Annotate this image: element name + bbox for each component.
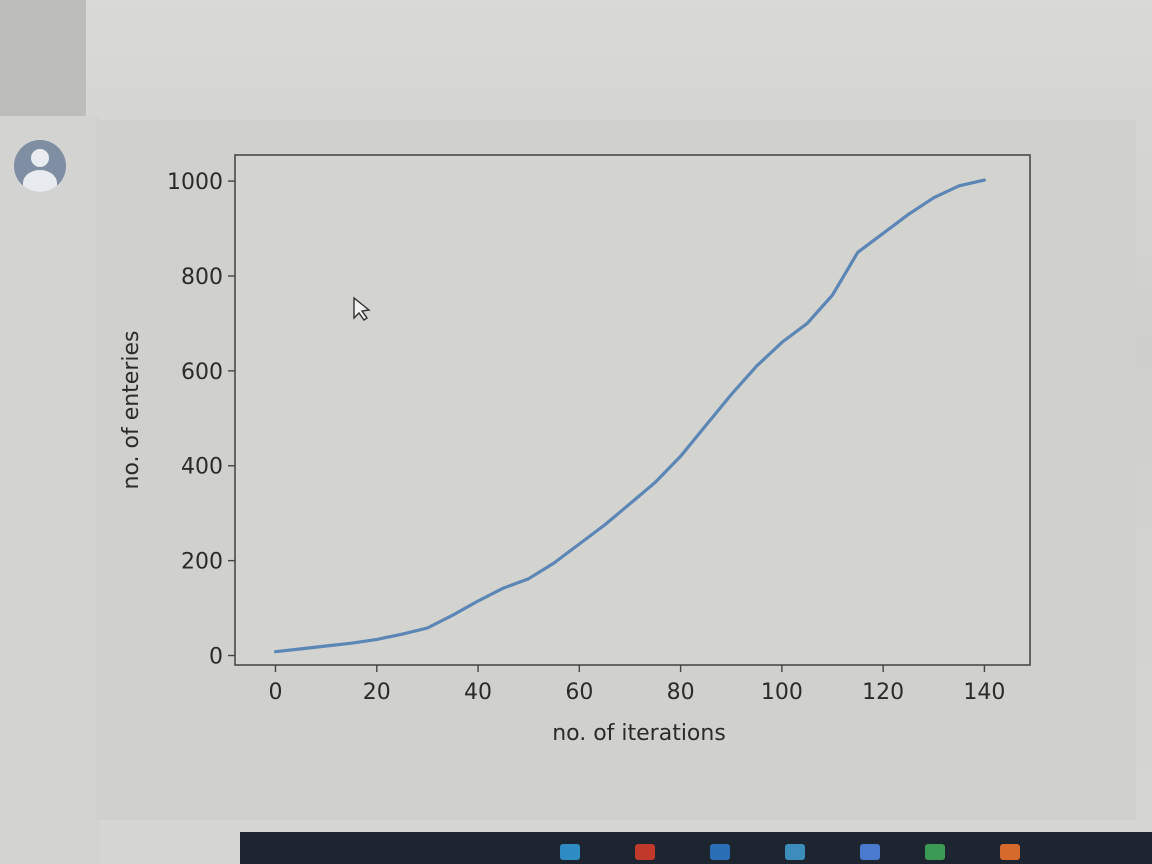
taskbar-app-icon[interactable]: [1000, 844, 1020, 860]
x-tick-label: 40: [464, 680, 492, 705]
taskbar-app-icon[interactable]: [710, 844, 730, 860]
left-sidebar: [0, 116, 100, 864]
taskbar-app-icon[interactable]: [925, 844, 945, 860]
x-tick-label: 20: [363, 680, 391, 705]
series-line: [273, 178, 986, 654]
y-tick-label: 400: [181, 455, 223, 480]
taskbar-app-icon[interactable]: [860, 844, 880, 860]
taskbar-app-icon[interactable]: [785, 844, 805, 860]
taskbar: [240, 832, 1152, 864]
y-tick-label: 800: [181, 265, 223, 290]
x-tick-label: 0: [269, 680, 283, 705]
y-tick-label: 0: [209, 645, 223, 670]
x-tick-label: 100: [761, 680, 803, 705]
mouse-cursor-icon: [353, 296, 371, 321]
chart-figure: 0 200 400 600 800 1000 0 20 40 60 80 100 120 140 no.…: [96, 120, 1136, 820]
y-axis-label: no. of enteries: [119, 331, 144, 490]
taskbar-app-icon[interactable]: [560, 844, 580, 860]
y-tick-label: 1000: [167, 170, 223, 195]
browser-tab-strip: [0, 0, 86, 116]
y-tick-label: 200: [181, 550, 223, 575]
y-axis: 0 200 400 600 800 1000: [167, 170, 235, 670]
x-tick-label: 140: [963, 680, 1005, 705]
y-tick-label: 600: [181, 360, 223, 385]
x-axis-label: no. of iterations: [552, 721, 726, 746]
x-tick-label: 80: [667, 680, 695, 705]
x-tick-label: 120: [862, 680, 904, 705]
taskbar-app-icon[interactable]: [635, 844, 655, 860]
x-axis: 0 20 40 60 80 100 120 140: [269, 665, 1005, 705]
user-avatar-icon[interactable]: [14, 140, 66, 192]
x-tick-label: 60: [565, 680, 593, 705]
plot-area: [234, 154, 1031, 666]
